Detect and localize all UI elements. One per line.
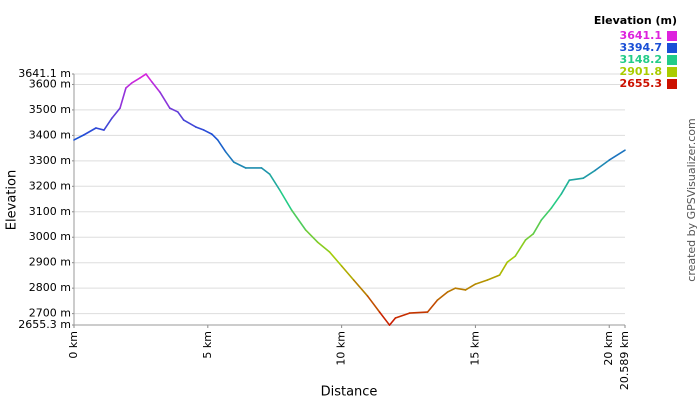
elevation-line bbox=[177, 111, 185, 121]
elevation-line bbox=[182, 119, 197, 128]
elevation-line bbox=[151, 81, 161, 93]
elevation-line bbox=[194, 126, 205, 131]
elevation-line bbox=[145, 73, 153, 83]
elevation-line bbox=[540, 207, 553, 221]
elevation-line bbox=[103, 117, 113, 131]
elevation-line bbox=[304, 229, 319, 243]
elevation-line bbox=[316, 241, 331, 253]
elevation-line bbox=[211, 133, 219, 141]
elevation-line bbox=[474, 279, 489, 285]
elevation-line bbox=[388, 317, 397, 326]
x-tick-label: 0 km bbox=[67, 331, 80, 359]
x-tick-label: 20.589 km bbox=[618, 331, 631, 390]
legend-swatch bbox=[667, 55, 677, 65]
y-tick-label: 2700 m bbox=[29, 307, 71, 320]
elevation-line bbox=[594, 159, 611, 172]
elevation-line bbox=[560, 179, 571, 195]
legend-swatch bbox=[667, 67, 677, 77]
elevation-line bbox=[436, 291, 449, 301]
legend-title: Elevation (m) bbox=[594, 14, 677, 27]
elevation-line bbox=[216, 139, 227, 153]
y-tick-label: 3200 m bbox=[29, 179, 71, 192]
elevation-line bbox=[111, 107, 121, 119]
y-tick-label: 3600 m bbox=[29, 77, 71, 90]
y-tick-label: 3400 m bbox=[29, 128, 71, 141]
legend-value: 3394.7 bbox=[620, 41, 662, 54]
elevation-line bbox=[95, 127, 105, 131]
elevation-line bbox=[506, 255, 517, 263]
elevation-line bbox=[550, 193, 563, 209]
elevation-line bbox=[378, 311, 391, 326]
y-tick-label: 2655.3 m bbox=[18, 318, 71, 331]
legend-value: 2901.8 bbox=[620, 65, 662, 78]
x-tick-label: 15 km bbox=[468, 331, 481, 366]
elevation-line bbox=[73, 134, 85, 141]
y-axis-label: Elevation bbox=[5, 170, 20, 230]
elevation-line bbox=[352, 279, 369, 297]
elevation-line bbox=[278, 189, 293, 211]
elevation-line bbox=[169, 107, 179, 113]
elevation-line bbox=[139, 73, 147, 79]
y-tick-label: 2900 m bbox=[29, 256, 71, 269]
y-tick-label: 3641.1 m bbox=[18, 67, 71, 80]
elevation-line bbox=[498, 261, 509, 276]
elevation-line bbox=[268, 173, 281, 191]
y-tick-label: 3000 m bbox=[29, 230, 71, 243]
elevation-line bbox=[532, 219, 543, 235]
elevation-line bbox=[328, 251, 343, 267]
legend-swatch bbox=[667, 43, 677, 53]
elevation-line bbox=[608, 149, 626, 161]
elevation-line bbox=[568, 177, 585, 182]
elevation-line bbox=[366, 295, 381, 313]
elevation-line bbox=[454, 287, 467, 291]
elevation-line bbox=[340, 265, 355, 281]
elevation-line bbox=[514, 239, 527, 257]
credit: created by GPSVisualizer.com bbox=[685, 118, 698, 281]
y-tick-label: 2800 m bbox=[29, 281, 71, 294]
y-tick-label: 3100 m bbox=[29, 205, 71, 218]
elevation-line bbox=[260, 167, 271, 175]
elevation-line bbox=[224, 151, 235, 163]
elevation-line bbox=[125, 82, 133, 89]
legend-value: 3641.1 bbox=[620, 29, 662, 42]
elevation-line bbox=[426, 299, 439, 313]
x-tick-label: 10 km bbox=[335, 331, 348, 366]
elevation-line bbox=[524, 233, 535, 241]
legend-swatch bbox=[667, 31, 677, 41]
elevation-line bbox=[582, 169, 597, 179]
legend-swatch bbox=[667, 79, 677, 89]
legend-value: 3148.2 bbox=[620, 53, 662, 66]
y-tick-label: 3300 m bbox=[29, 154, 71, 167]
elevation-line bbox=[159, 91, 171, 109]
elevation-line bbox=[232, 161, 247, 169]
x-tick-label: 5 km bbox=[201, 331, 214, 359]
elevation-line bbox=[486, 274, 501, 281]
legend-value: 2655.3 bbox=[620, 77, 662, 90]
elevation-line bbox=[464, 283, 477, 291]
elevation-line bbox=[83, 127, 97, 136]
x-axis-label: Distance bbox=[321, 385, 378, 400]
y-tick-label: 3500 m bbox=[29, 103, 71, 116]
elevation-line bbox=[446, 287, 457, 293]
elevation-line bbox=[202, 129, 213, 135]
elevation-line bbox=[394, 312, 411, 319]
elevation-line bbox=[408, 311, 429, 314]
elevation-line bbox=[119, 87, 127, 109]
elevation-line bbox=[131, 77, 141, 84]
x-tick-label: 20 km bbox=[602, 331, 615, 366]
elevation-line bbox=[290, 209, 307, 231]
